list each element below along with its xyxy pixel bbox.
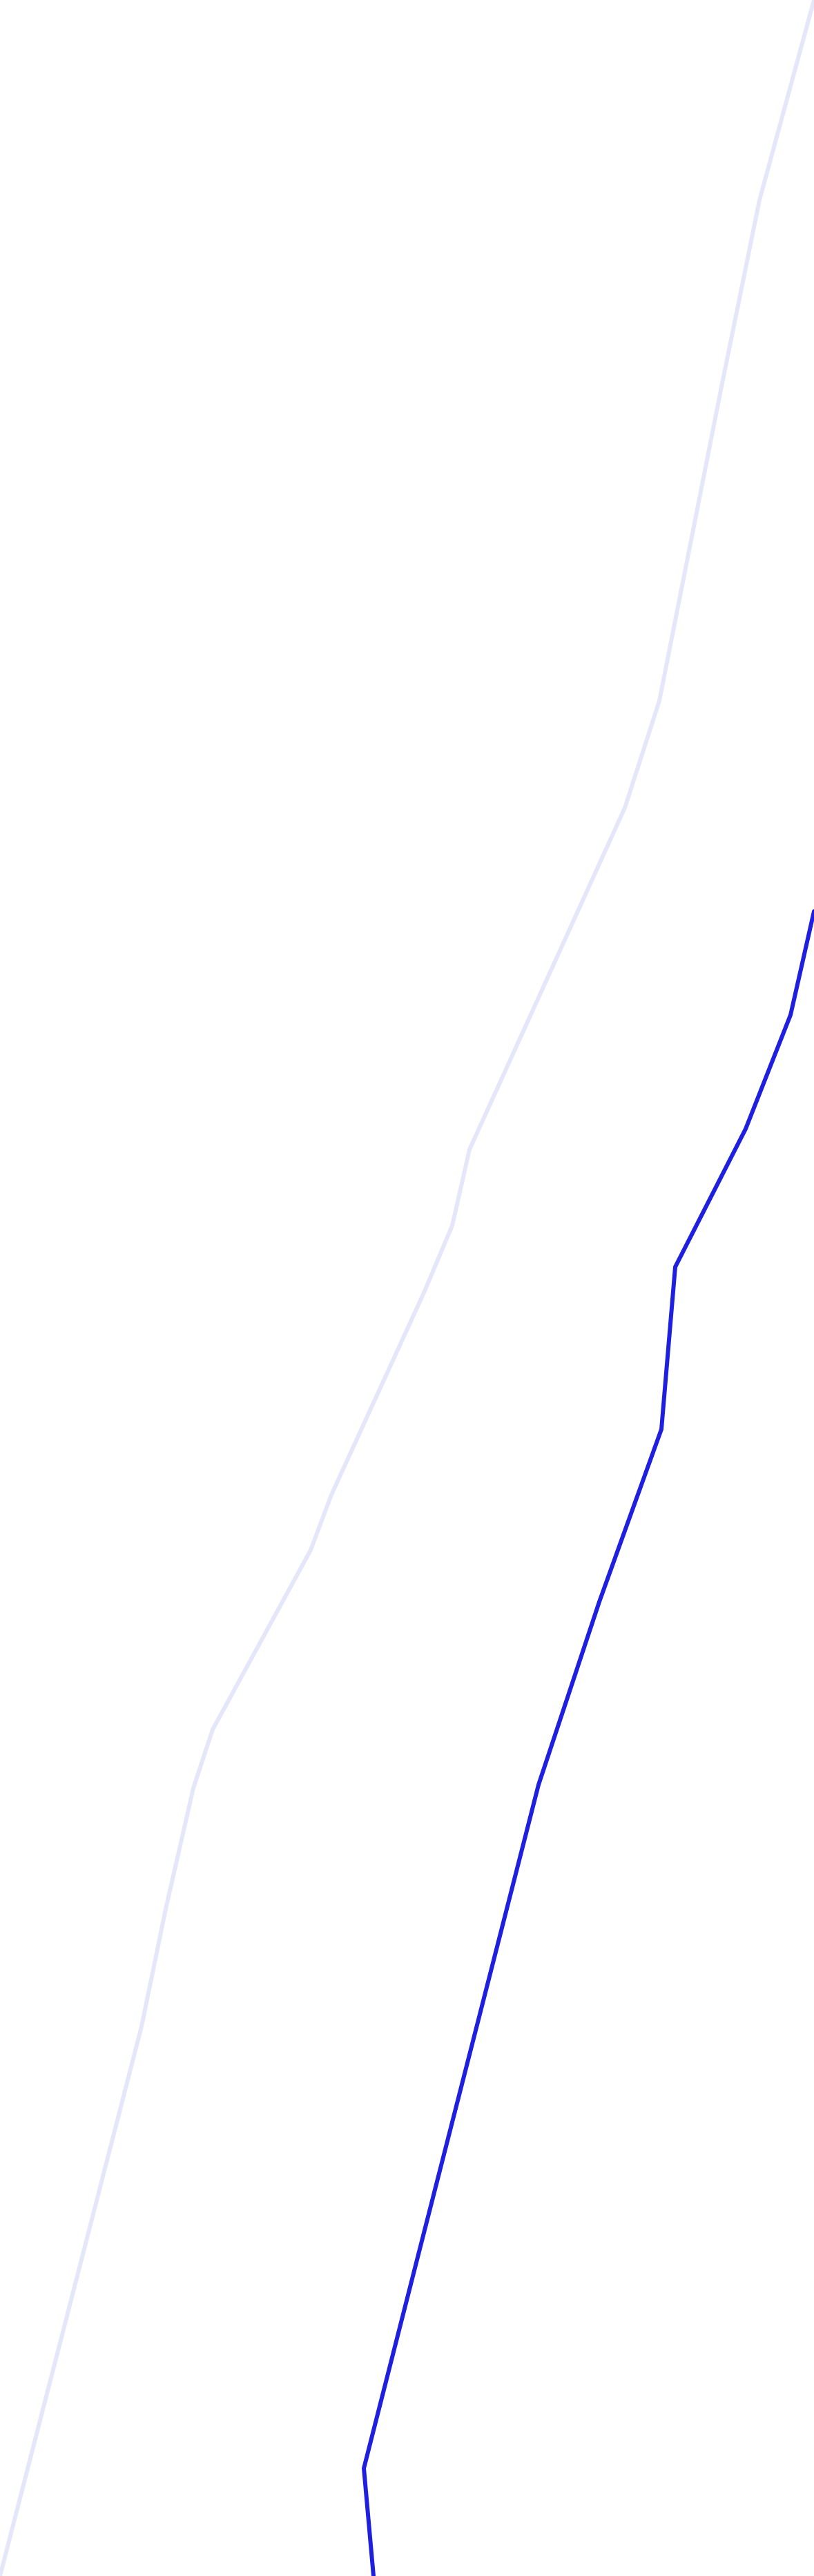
route-line-active xyxy=(362,909,814,2576)
